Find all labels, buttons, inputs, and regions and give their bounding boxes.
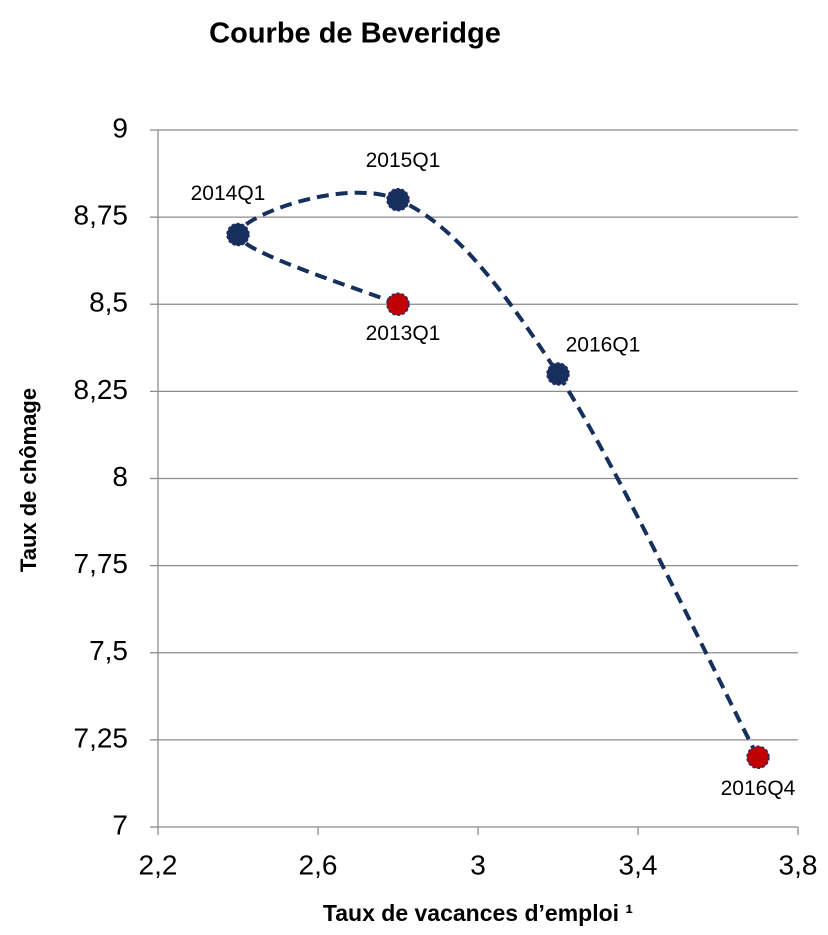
y-tick-label: 8,75 xyxy=(74,200,129,231)
point xyxy=(546,362,570,386)
point-label: 2013Q1 xyxy=(366,322,441,345)
x-tick-label: 2,2 xyxy=(139,849,178,880)
chart-title: Courbe de Beveridge xyxy=(209,18,501,50)
point xyxy=(386,292,410,316)
point-label: 2016Q1 xyxy=(566,333,641,356)
x-tick-label: 3,4 xyxy=(619,849,658,880)
y-tick-label: 9 xyxy=(112,112,128,143)
x-tick-label: 2,6 xyxy=(299,849,338,880)
point-label: 2015Q1 xyxy=(366,149,441,172)
y-tick-label: 7 xyxy=(112,809,128,840)
y-tick-label: 8,5 xyxy=(89,287,128,318)
point xyxy=(226,222,250,247)
y-tick-label: 8,25 xyxy=(74,374,129,405)
point xyxy=(386,187,410,212)
y-tick-label: 7,75 xyxy=(74,548,129,579)
y-axis-label: Taux de chômage xyxy=(16,388,41,572)
point-label: 2016Q4 xyxy=(721,777,796,800)
point-label: 2014Q1 xyxy=(191,182,266,205)
y-tick-label: 8 xyxy=(112,461,128,492)
x-axis-label: Taux de vacances d’emploi ¹ xyxy=(323,900,633,926)
x-tick-label: 3,8 xyxy=(779,849,818,880)
connecting-line xyxy=(235,190,760,759)
x-tick-label: 3 xyxy=(470,849,486,880)
y-tick-label: 7,5 xyxy=(89,635,128,666)
point xyxy=(746,745,770,770)
y-tick-label: 7,25 xyxy=(74,722,129,753)
